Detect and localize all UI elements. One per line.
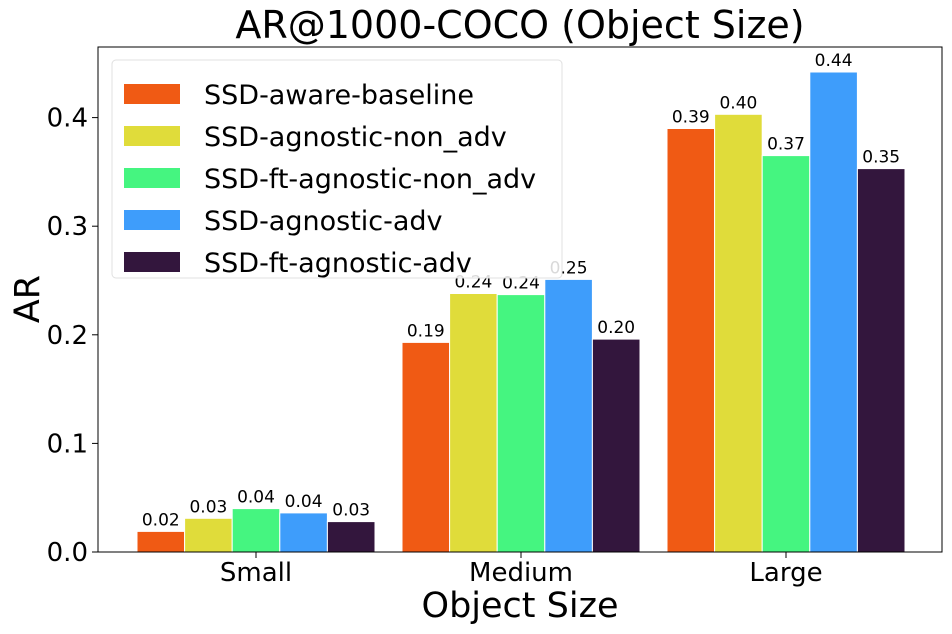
y-tick-label: 0.0 xyxy=(47,538,88,568)
data-label: 0.04 xyxy=(237,488,275,508)
bar-small-ssd-ft-agnostic-adv xyxy=(326,521,376,553)
legend-swatch xyxy=(124,168,180,188)
data-label: 0.37 xyxy=(767,135,805,155)
data-label: 0.03 xyxy=(332,501,370,521)
bar-small-ssd-agnostic-adv xyxy=(279,512,328,553)
y-tick-label: 0.2 xyxy=(47,321,88,351)
y-tick-label: 0.4 xyxy=(47,104,88,134)
legend-swatch xyxy=(124,126,180,146)
bar-large-ssd-ft-agnostic-non-adv xyxy=(761,155,811,553)
legend: SSD-aware-baseline SSD-agnostic-non_adv SS… xyxy=(111,59,563,279)
data-label: 0.39 xyxy=(672,108,710,128)
data-label: 0.19 xyxy=(407,321,445,341)
legend-swatch xyxy=(124,210,180,230)
legend-label: SSD-agnostic-non_adv xyxy=(204,122,507,153)
bar-large-ssd-ft-agnostic-adv xyxy=(856,168,906,553)
bar-medium-ssd-agnostic-adv xyxy=(544,278,593,553)
bar-large-ssd-aware-baseline xyxy=(666,128,716,553)
y-tick-label: 0.3 xyxy=(47,212,88,242)
axes-layer: 0.0 0.1 0.2 0.3 0.4 Small Medium Large xyxy=(47,46,943,588)
bar-small-ssd-agnostic-non-adv xyxy=(184,517,233,553)
bars-layer xyxy=(136,71,906,553)
chart-title: AR@1000-COCO (Object Size) xyxy=(235,3,804,47)
bar-medium-ssd-agnostic-non-adv xyxy=(449,293,498,553)
legend-swatch xyxy=(124,84,180,104)
bar-small-ssd-ft-agnostic-non-adv xyxy=(231,508,281,553)
plot-frame xyxy=(97,46,943,553)
bar-medium-ssd-ft-agnostic-non-adv xyxy=(496,294,546,553)
bar-medium-ssd-aware-baseline xyxy=(401,341,451,553)
bar-large-ssd-agnostic-adv xyxy=(809,71,858,553)
y-tick-label: 0.1 xyxy=(47,429,88,459)
data-label: 0.04 xyxy=(285,492,323,512)
x-tick-label-large: Large xyxy=(749,558,822,588)
legend-label: SSD-agnostic-adv xyxy=(204,206,443,237)
bar-small-ssd-aware-baseline xyxy=(136,530,186,553)
data-labels-layer: 0.020.03 0.04 0.04 0.030.190.24 0.240.250.20… xyxy=(142,51,900,530)
legend-label: SSD-aware-baseline xyxy=(204,80,474,111)
bar-medium-ssd-ft-agnostic-adv xyxy=(591,338,641,553)
data-label: 0.20 xyxy=(597,318,635,338)
data-label: 0.44 xyxy=(815,51,853,71)
data-label: 0.02 xyxy=(142,510,180,530)
legend-swatch xyxy=(124,252,180,272)
data-label: 0.24 xyxy=(502,274,540,294)
bar-large-ssd-agnostic-non-adv xyxy=(714,113,763,553)
legend-label: SSD-ft-agnostic-non_adv xyxy=(204,164,536,195)
data-label: 0.40 xyxy=(719,93,757,113)
legend-box xyxy=(111,59,563,279)
x-tick-label-small: Small xyxy=(220,558,292,588)
data-label: 0.03 xyxy=(189,497,227,517)
legend-label: SSD-ft-agnostic-adv xyxy=(204,248,472,279)
x-axis-label: Object Size xyxy=(422,586,619,626)
x-tick-label-medium: Medium xyxy=(469,558,573,588)
data-label: 0.35 xyxy=(862,148,900,168)
y-axis-label: AR xyxy=(8,275,48,323)
